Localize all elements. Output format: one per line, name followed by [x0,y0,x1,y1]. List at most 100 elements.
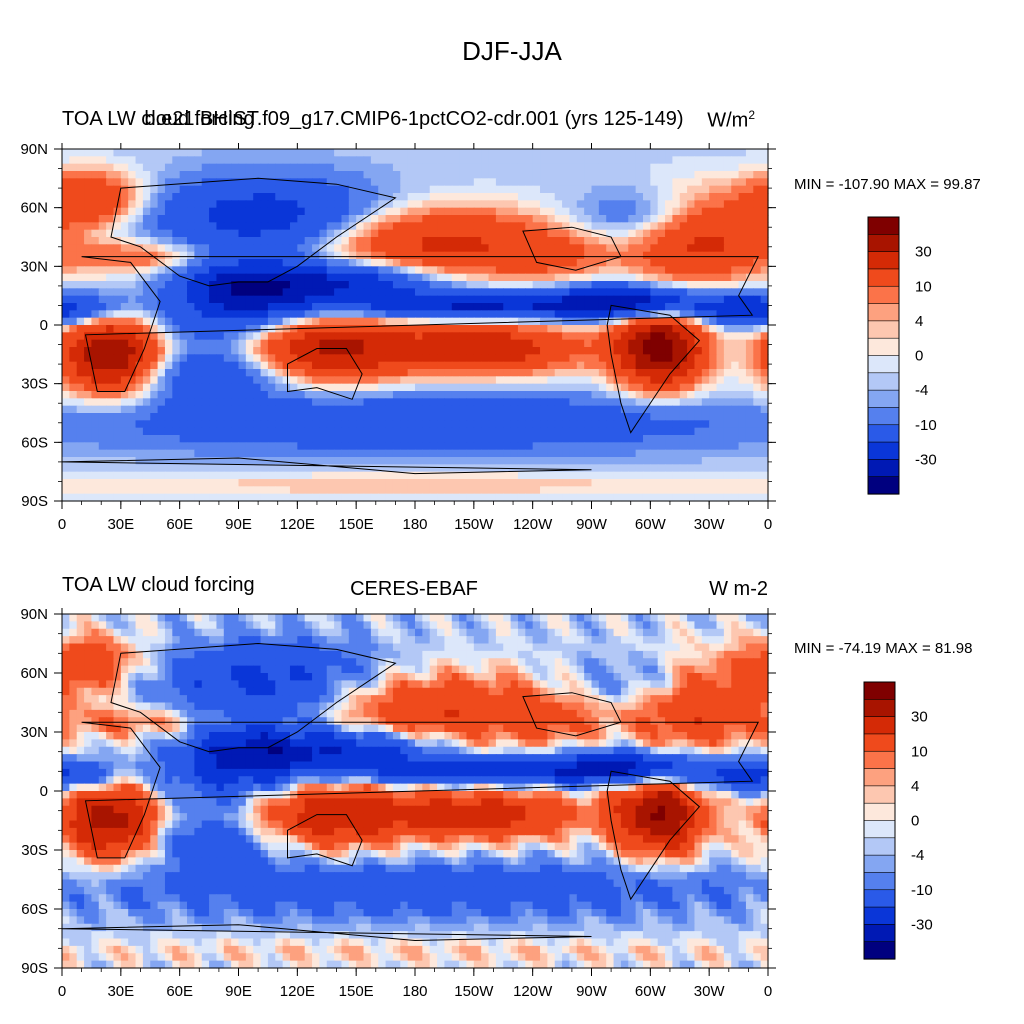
colorbar-label: 4 [911,778,919,795]
lat-tick-label: 0 [40,783,48,800]
colorbar-swatch [863,924,896,943]
lat-tick-label: 90N [20,141,48,158]
map-panel-2: 0 30E 60E 90E 120E 150E 180 150W 120W 90W 60W 30W 09… [20,606,932,1000]
lat-tick-label: 60N [20,200,48,217]
colorbar-label: -10 [915,417,937,434]
colorbar-swatch [867,320,900,339]
lon-tick-label: 150E [339,516,374,533]
panel2-center-label: CERES-EBAF [350,578,478,600]
colorbar-swatch [863,872,896,891]
map-panel-1: 0 30E 60E 90E 120E 150E 180 150W 120W 90W 60W 30W 09… [20,141,936,533]
lon-tick-label: 60E [166,516,193,533]
colorbar-1: 30 10 4 0 -4 -10 -30 [867,216,937,495]
colorbar-label: -4 [911,847,924,864]
colorbar-swatch [867,234,900,253]
colorbar-swatch [867,337,900,357]
colorbar-label: 30 [915,244,932,261]
lat-tick-label: 30N [20,724,48,741]
panel2-right-label: W m-2 [709,578,768,600]
lat-tick-label: 30N [20,258,48,275]
colorbar-swatch [867,407,900,426]
lon-tick-label: 90E [225,516,252,533]
lon-tick-label: 90E [225,983,252,1000]
lon-tick-label: 90W [576,983,608,1000]
lon-tick-label: 180 [402,983,427,1000]
colorbar-label: -4 [915,382,928,399]
colorbar-swatch [863,941,896,960]
lon-tick-label: 150W [454,516,494,533]
lon-tick-label: 120E [280,516,315,533]
lon-tick-label: 150E [339,983,374,1000]
lon-tick-label: 0 [764,516,772,533]
page-title: DJF-JJA [462,36,562,66]
colorbar-label: 0 [911,813,919,830]
lon-tick-label: 120E [280,983,315,1000]
lat-tick-label: 60S [21,434,48,451]
colorbar-swatch [863,768,896,787]
colorbar-swatch [863,854,896,874]
lon-tick-label: 90W [576,516,608,533]
panel1-units: W/m [707,109,749,132]
colorbar-label: 4 [915,313,923,330]
colorbar-label: 10 [915,278,932,295]
lon-tick-label: 60W [635,516,667,533]
colorbar-swatch [867,285,900,305]
colorbar-swatch [867,303,900,322]
colorbar-label: -10 [911,882,933,899]
lon-tick-label: 150W [454,983,494,1000]
colorbar-swatch [867,216,900,235]
colorbar-swatch [863,906,896,925]
lon-tick-label: 180 [402,516,427,533]
lon-tick-label: 30E [107,983,134,1000]
colorbar-swatch [863,785,896,804]
lat-tick-label: 90N [20,606,48,623]
colorbar-swatch [867,268,900,287]
colorbar-swatch [863,802,896,822]
lat-tick-label: 90S [21,960,48,977]
panel1-center-label: b.e21.BHIST.f09_g17.CMIP6-1pctCO2-cdr.00… [144,108,684,130]
colorbar-swatch [867,459,900,478]
colorbar-swatch [867,424,900,443]
lat-tick-label: 60S [21,901,48,918]
coastlines [61,642,760,942]
colorbar-label: 10 [911,743,928,760]
colorbar-swatch [867,476,900,495]
colorbar-swatch [863,837,896,856]
panel1-units-sup: 2 [748,108,755,122]
colorbar-2: 30 10 4 0 -4 -10 -30 [863,681,933,960]
field-cells [62,149,769,502]
lon-tick-label: 0 [764,983,772,1000]
lat-tick-label: 30S [21,376,48,393]
colorbar-swatch [863,699,896,718]
coastlines [61,177,760,475]
lon-tick-label: 30W [694,983,726,1000]
lon-tick-label: 30W [694,516,726,533]
colorbar-swatch [867,441,900,460]
panel1-right-label: W/m2 [640,108,755,133]
colorbar-label: 30 [911,709,928,726]
panel2-minmax: MIN = -74.19 MAX = 81.98 [794,640,973,657]
colorbar-label: -30 [915,451,937,468]
colorbar-label: 0 [915,348,923,365]
panel1-left-label: TOA LW cloud forcing [62,108,255,130]
lat-tick-label: 0 [40,317,48,334]
lon-tick-label: 0 [58,516,66,533]
colorbar-swatch [863,889,896,908]
colorbar-swatch [867,372,900,391]
colorbar-swatch [863,820,896,839]
panel2-left-label: TOA LW cloud forcing [62,574,255,596]
panel1-minmax: MIN = -107.90 MAX = 99.87 [794,176,981,193]
lat-tick-label: 90S [21,493,48,510]
lon-tick-label: 120W [513,983,553,1000]
colorbar-label: -30 [911,916,933,933]
lat-tick-label: 60N [20,665,48,682]
colorbar-swatch [867,389,900,409]
colorbar-swatch [867,251,900,270]
colorbar-swatch [863,733,896,752]
colorbar-swatch [863,716,896,735]
lon-tick-label: 30E [107,516,134,533]
lon-tick-label: 120W [513,516,553,533]
colorbar-swatch [867,355,900,374]
lat-tick-label: 30S [21,842,48,859]
